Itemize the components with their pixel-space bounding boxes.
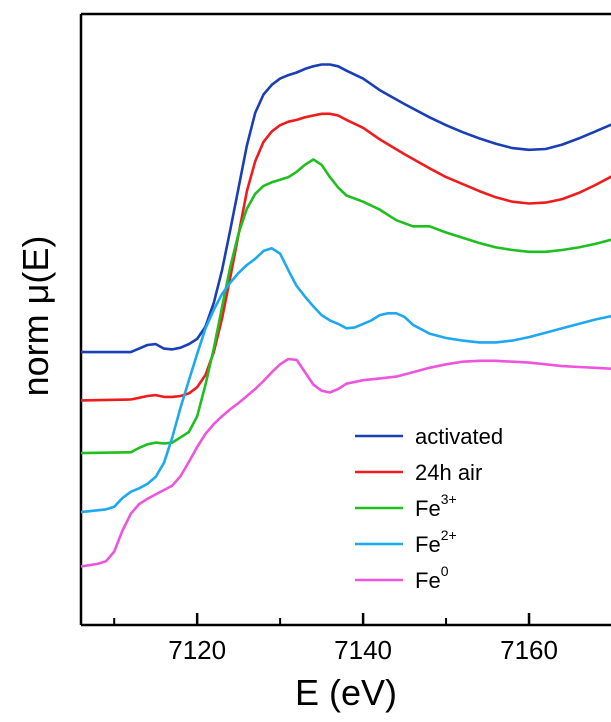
series-line-activated — [81, 63, 611, 354]
series-line-24h-air — [81, 112, 611, 402]
x-axis-title: E (eV) — [295, 672, 397, 713]
legend-label: 24h air — [415, 460, 482, 485]
legend-label-base: Fe — [415, 496, 441, 521]
legend-label: Fe2+ — [415, 527, 457, 557]
legend-label-base: 24h air — [415, 460, 482, 485]
legend-label-base: Fe — [415, 532, 441, 557]
series-line-fe2- — [81, 247, 611, 514]
series-lines — [81, 63, 611, 568]
x-tick-label: 7160 — [500, 635, 558, 665]
legend-label-base: Fe — [415, 568, 441, 593]
x-ticks: 7120 7140 7160 — [113, 613, 558, 665]
legend-label-base: activated — [415, 424, 503, 449]
y-axis-title: norm μ(E) — [15, 236, 56, 397]
legend-label: Fe0 — [415, 563, 449, 593]
legend-label-superscript: 2+ — [441, 527, 457, 543]
legend-label-superscript: 0 — [441, 563, 449, 579]
legend-label-superscript: 3+ — [441, 491, 457, 507]
series-line-fe0 — [81, 357, 611, 568]
x-tick-label: 7140 — [334, 635, 392, 665]
legend-label: activated — [415, 424, 503, 449]
series-line-fe3- — [81, 158, 611, 455]
legend-label: Fe3+ — [415, 491, 457, 521]
x-tick-label: 7120 — [168, 635, 226, 665]
